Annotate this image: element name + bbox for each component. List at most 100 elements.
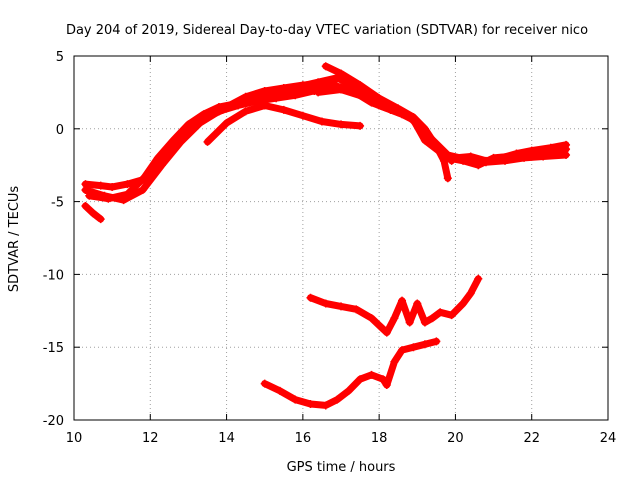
x-tick-label: 22: [523, 431, 540, 446]
data-point: [420, 340, 429, 349]
data-point: [481, 156, 490, 165]
data-point: [138, 185, 147, 194]
series-arc-4-markers: [222, 79, 323, 111]
data-point: [291, 395, 300, 404]
data-point: [382, 328, 391, 337]
y-tick-label: -5: [51, 196, 64, 211]
x-tick-label: 18: [371, 431, 388, 446]
data-point: [459, 299, 468, 308]
data-point: [89, 209, 98, 218]
data-point: [241, 92, 250, 101]
data-point: [367, 370, 376, 379]
data-point: [260, 101, 269, 110]
x-tick-label: 24: [600, 431, 617, 446]
data-point: [123, 190, 132, 199]
data-point: [161, 146, 170, 155]
data-point: [398, 346, 407, 355]
data-point: [539, 152, 548, 161]
data-point: [180, 129, 189, 138]
series-arc-9: [307, 275, 482, 337]
series-arc-2-markers: [81, 81, 571, 205]
series-arc-9-markers: [306, 274, 483, 337]
data-point: [451, 153, 460, 162]
data-point: [279, 84, 288, 93]
series-arc-5-markers: [203, 101, 365, 146]
data-point: [157, 161, 166, 170]
data-point: [96, 181, 105, 190]
data-point: [222, 102, 231, 111]
data-point: [562, 140, 571, 149]
data-point: [398, 110, 407, 119]
data-point: [413, 299, 422, 308]
data-point: [85, 191, 94, 200]
data-point: [321, 299, 330, 308]
data-point: [81, 185, 90, 194]
data-point: [314, 88, 323, 97]
data-point: [386, 105, 395, 114]
data-point: [375, 101, 384, 110]
data-point: [291, 91, 300, 100]
series-arc-10: [261, 337, 440, 409]
data-point: [321, 401, 330, 410]
data-point: [439, 156, 448, 165]
data-point: [203, 137, 212, 146]
data-point: [432, 337, 441, 346]
data-point: [337, 302, 345, 311]
data-point: [447, 311, 456, 320]
data-point: [474, 274, 483, 283]
y-axis-label: SDTVAR / TECUs: [7, 186, 22, 293]
data-point: [123, 180, 132, 189]
data-point: [314, 79, 323, 88]
series-arc-3: [85, 74, 456, 203]
data-point: [409, 116, 418, 125]
y-tick-label: 5: [56, 50, 64, 65]
data-point: [398, 296, 407, 305]
data-point: [317, 117, 326, 126]
data-point: [356, 375, 365, 384]
series-arc-8-markers: [81, 201, 105, 224]
series-arc-7-markers: [314, 85, 571, 165]
data-point: [356, 121, 365, 130]
data-point: [96, 215, 105, 224]
data-point: [306, 399, 315, 408]
data-point: [420, 136, 429, 145]
data-point: [222, 118, 231, 127]
y-tick-label: -10: [43, 268, 64, 283]
data-point: [466, 289, 475, 298]
data-point: [497, 153, 506, 162]
data-point: [81, 201, 90, 210]
data-point: [352, 305, 361, 314]
data-point: [306, 293, 315, 302]
data-point: [337, 120, 345, 129]
data-point: [356, 81, 365, 90]
data-point: [443, 174, 452, 183]
plot-frame: [73, 55, 609, 421]
data-point: [104, 194, 113, 203]
data-point: [562, 151, 571, 160]
chart-title: Day 204 of 2019, Sidereal Day-to-day VTE…: [66, 23, 588, 38]
x-tick-label: 14: [218, 431, 235, 446]
series-layer: [81, 62, 571, 410]
data-point: [382, 381, 391, 390]
series-arc-2: [81, 81, 570, 204]
x-tick-label: 16: [295, 431, 312, 446]
data-point: [436, 148, 445, 157]
data-point: [260, 86, 269, 95]
data-point: [390, 357, 399, 366]
x-axis-label: GPS time / hours: [287, 460, 396, 475]
data-point: [298, 81, 307, 90]
data-point: [367, 314, 376, 323]
data-point: [275, 386, 284, 395]
data-point: [512, 149, 521, 158]
data-point: [272, 94, 281, 103]
data-point: [337, 85, 345, 94]
data-point: [241, 107, 250, 116]
data-point: [420, 318, 429, 327]
y-tick-label: -15: [43, 341, 64, 356]
x-tick-label: 20: [447, 431, 464, 446]
y-tick-label: 0: [56, 123, 64, 138]
ticks: 10 12 14 16 18 20 22 24 5 0 -5 -10 -15 -20: [43, 50, 617, 446]
series-arc-10-markers: [260, 337, 441, 410]
x-tick-label: 12: [142, 431, 159, 446]
